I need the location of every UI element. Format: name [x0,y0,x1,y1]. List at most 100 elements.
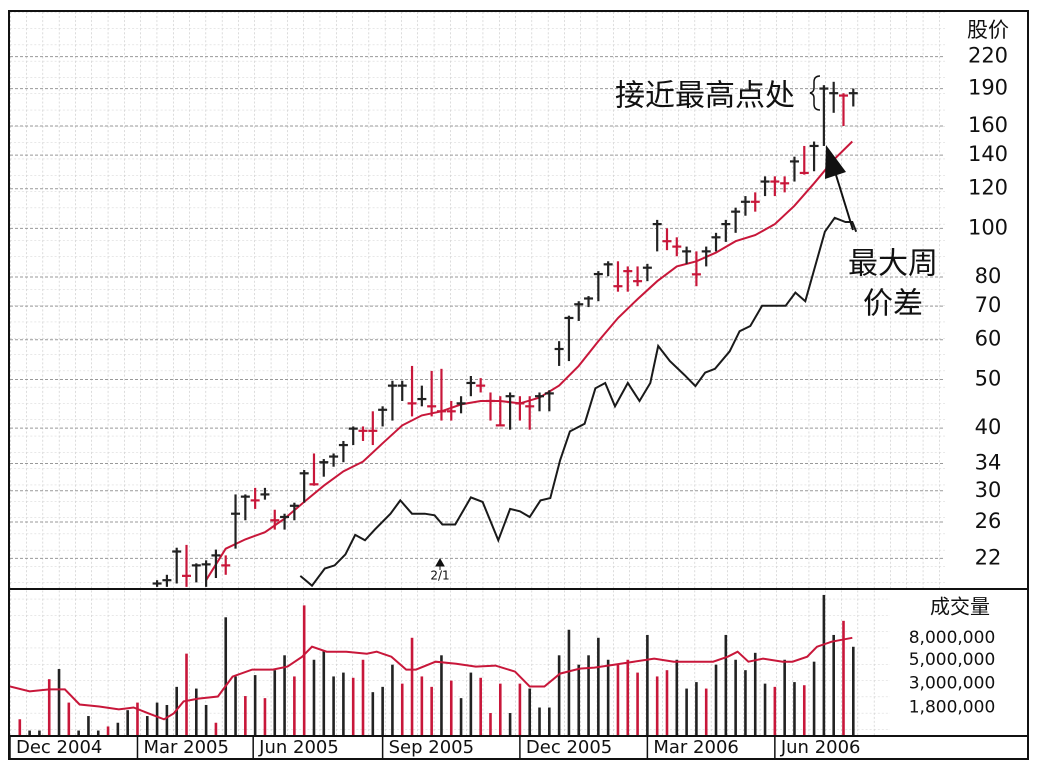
pointer-arrow [825,145,846,179]
volume-bar [273,670,277,735]
volume-bar [646,634,649,735]
volume-bar [508,713,512,735]
volume-bar [567,629,571,735]
volume-bar [449,680,453,735]
volume-bar [253,675,257,735]
volume-bar [302,605,306,735]
volume-bar [293,676,296,735]
volume-bar [714,664,718,735]
volume-bar [616,664,620,735]
volume-bar [763,683,767,735]
x-tick-label: Jun 2006 [780,737,861,758]
volume-bar [489,713,492,735]
volume-bar [57,669,61,735]
volume-bar [695,682,698,735]
volume-bar [773,686,777,735]
y-tick-label: 26 [975,509,1002,533]
volume-bar [322,651,326,735]
volume-bar [587,655,590,735]
annotation: 2/1 [430,569,449,583]
y-axis-label: 股价 [967,18,1009,42]
volume-bar [116,722,120,735]
volume-bar [145,716,149,735]
volume-bar [852,646,855,735]
volume-bar [626,659,630,735]
volume-bar [704,688,708,735]
volume-bar [410,637,414,735]
volume-bar [469,672,473,735]
volume-bar [47,679,51,735]
volume-bar [391,664,394,735]
y-tick-label: 190 [968,76,1008,100]
volume-bar [832,634,835,735]
volume-bar [332,676,335,735]
volume-bar [518,683,522,735]
volume-bar [548,707,551,735]
x-tick-label: Jun 2005 [258,737,339,758]
volume-bar [77,730,80,735]
volume-bar [361,659,365,735]
labels: 22 26 30 34 40 50 60 70 80 100 120 140 160 190 220 1,80… [9,44,1008,759]
x-tick-label: Mar 2005 [143,737,229,758]
y-tick-label: 22 [975,545,1002,569]
price-panel [10,56,945,588]
volume-bar [538,707,541,735]
y-tick-label: 100 [968,215,1008,239]
volume-bar [87,716,90,735]
volume-bar [38,730,41,735]
volume-bar [685,688,688,735]
pointer-line [835,174,854,231]
volume-bar [244,696,247,735]
volume-bar [655,676,659,735]
volume-bar [400,683,404,735]
annotation-arrow [435,557,445,570]
volume-bar [126,710,129,735]
volume-bar [234,676,237,735]
x-tick-label: Dec 2004 [16,737,102,758]
volume-bar [724,634,728,735]
line [299,216,858,588]
y-axis-label: 成交量 [930,595,990,619]
volume-bar [528,688,532,735]
volume-bar [224,617,228,735]
y-tick-label: 8,000,000 [909,628,996,648]
volume-bar [165,704,169,735]
volume-bar [381,686,384,735]
annotation: 最大周 [848,247,938,282]
volume-bar [185,653,188,735]
annotation: 价差 [863,287,923,322]
volume-bar [793,682,796,735]
y-tick-label: 220 [968,44,1008,68]
y-tick-label: 70 [975,293,1002,317]
y-tick-label: 140 [968,142,1008,166]
brace [809,75,821,111]
volume-bar [342,672,345,735]
volume-bar [420,676,424,735]
volume-bar [351,677,355,735]
volume-bar [802,685,806,735]
volume-bar [822,594,826,735]
volume-bar [155,702,159,735]
volume-bar [28,730,31,735]
y-tick-label: 160 [968,113,1008,137]
y-tick-label: 1,800,000 [909,698,996,718]
volume-bar [371,692,375,735]
volume-bar [440,655,443,735]
frame [8,10,1029,760]
volume-bar [557,655,561,735]
volume-bar [734,659,737,735]
volume-bar [606,659,610,735]
volume-bar [136,702,139,735]
volume-bar [665,670,669,735]
volume-bar [312,659,316,735]
volume-bar [106,726,110,735]
volume-bar [753,652,757,735]
volume-bar [214,722,218,735]
volume-bar [597,637,600,735]
volume-bar [498,683,502,735]
y-tick-label: 60 [975,327,1002,351]
y-tick-label: 40 [975,415,1002,439]
y-tick-label: 120 [968,176,1008,200]
volume-bar [96,730,100,735]
